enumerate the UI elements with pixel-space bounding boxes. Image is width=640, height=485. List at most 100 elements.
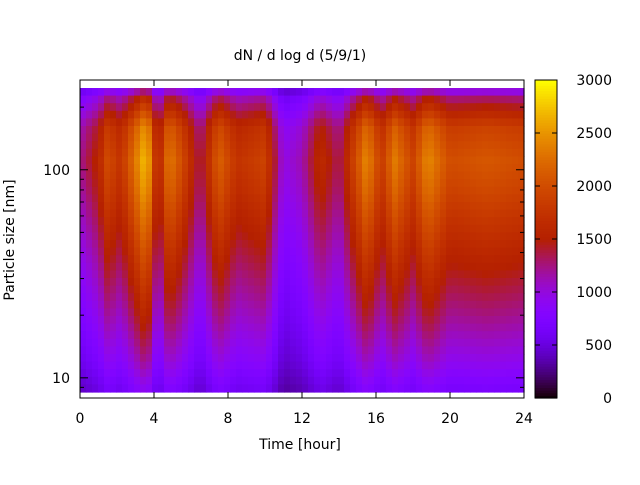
heatmap-cell [254, 194, 261, 203]
heatmap-cell [80, 376, 87, 385]
colorbar-segment [535, 180, 557, 184]
heatmap-cell [248, 224, 255, 233]
heatmap-cell [482, 232, 489, 241]
heatmap-cell [116, 202, 123, 211]
heatmap-cell [86, 285, 93, 294]
heatmap-cell [248, 285, 255, 294]
heatmap-cell [140, 240, 147, 249]
heatmap-cell [104, 202, 111, 211]
heatmap-cell [326, 171, 333, 180]
heatmap-cell [302, 278, 309, 287]
heatmap-cell [518, 240, 525, 249]
heatmap-cell [290, 354, 297, 363]
colorbar-segment [535, 239, 557, 243]
heatmap-cell [410, 110, 417, 119]
heatmap-cell [416, 346, 423, 355]
heatmap-cell [410, 240, 417, 249]
heatmap-cell [356, 179, 363, 188]
heatmap-cell [470, 346, 477, 355]
heatmap-cell [410, 293, 417, 302]
heatmap-cell [86, 186, 93, 195]
heatmap-cell [194, 126, 201, 135]
heatmap-cell [194, 323, 201, 332]
heatmap-cell [260, 240, 267, 249]
heatmap-cell [122, 346, 129, 355]
heatmap-cell [470, 217, 477, 226]
heatmap-cell [338, 376, 345, 385]
heatmap-cell [464, 141, 471, 150]
heatmap-cell [506, 278, 513, 287]
heatmap-cell [314, 141, 321, 150]
heatmap-cell [194, 376, 201, 385]
heatmap-cell [200, 186, 207, 195]
heatmap-cell [260, 209, 267, 218]
heatmap-cell [488, 300, 495, 309]
heatmap-cell [182, 293, 189, 302]
heatmap-cell [86, 308, 93, 317]
heatmap-cell [476, 148, 483, 157]
heatmap-cell [458, 278, 465, 287]
heatmap-cell [80, 255, 87, 264]
heatmap-cell [452, 103, 459, 112]
heatmap-cell [140, 262, 147, 271]
heatmap-cell [212, 186, 219, 195]
heatmap-cell [86, 338, 93, 347]
heatmap-cell [248, 141, 255, 150]
heatmap-cell [512, 361, 519, 370]
heatmap-cell [104, 126, 111, 135]
heatmap-cell [302, 217, 309, 226]
heatmap-cell [476, 103, 483, 112]
heatmap-cell [314, 278, 321, 287]
colorbar-segment [535, 313, 557, 317]
heatmap-cell [320, 141, 327, 150]
heatmap-cell [458, 331, 465, 340]
heatmap-cell [284, 316, 291, 325]
colorbar-segment [535, 146, 557, 150]
heatmap-cell [518, 133, 525, 142]
heatmap-cell [152, 293, 159, 302]
heatmap-cell [290, 179, 297, 188]
heatmap-cell [254, 148, 261, 157]
heatmap-cell [392, 110, 399, 119]
heatmap-cell [290, 376, 297, 385]
heatmap-cell [98, 179, 105, 188]
heatmap-cell [494, 232, 501, 241]
heatmap-cell [344, 262, 351, 271]
heatmap-cell [494, 148, 501, 157]
heatmap-cell [296, 194, 303, 203]
heatmap-cell [290, 217, 297, 226]
heatmap-cell [104, 278, 111, 287]
heatmap-cell [110, 384, 117, 393]
heatmap-cell [212, 202, 219, 211]
heatmap-cell [362, 110, 369, 119]
heatmap-cell [476, 308, 483, 317]
heatmap-cell [194, 110, 201, 119]
heatmap-cell [332, 384, 339, 393]
heatmap-cell [182, 141, 189, 150]
heatmap-cell [218, 270, 225, 279]
heatmap-cell [308, 262, 315, 271]
heatmap-cell [176, 338, 183, 347]
heatmap-cell [302, 202, 309, 211]
heatmap-cell [290, 262, 297, 271]
heatmap-cell [170, 331, 177, 340]
heatmap-cell [476, 179, 483, 188]
heatmap-cell [224, 285, 231, 294]
heatmap-cell [404, 255, 411, 264]
heatmap-cell [134, 164, 141, 173]
heatmap-cell [398, 103, 405, 112]
heatmap-cell [284, 88, 291, 97]
heatmap-cell [176, 331, 183, 340]
heatmap-cell [170, 224, 177, 233]
heatmap-cell [260, 270, 267, 279]
heatmap-cell [464, 316, 471, 325]
heatmap-cell [266, 323, 273, 332]
heatmap-cell [128, 232, 135, 241]
heatmap-cell [446, 194, 453, 203]
heatmap-cell [146, 103, 153, 112]
heatmap-cell [320, 376, 327, 385]
heatmap-cell [338, 110, 345, 119]
colorbar-segment [535, 382, 557, 386]
heatmap-cell [140, 126, 147, 135]
heatmap-cell [116, 179, 123, 188]
